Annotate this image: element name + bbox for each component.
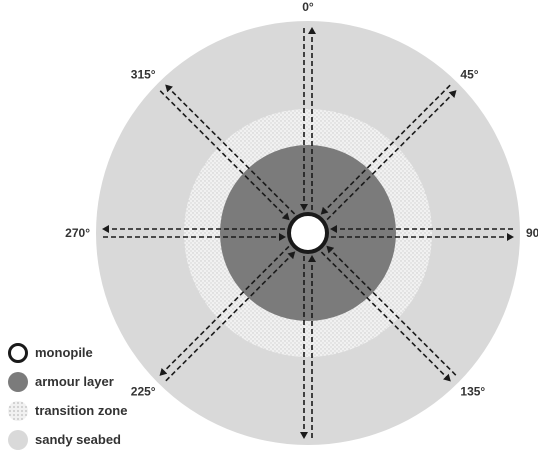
- legend-label-transition-zone: transition zone: [35, 403, 128, 418]
- arrow-pair-270: [102, 225, 286, 241]
- direction-label-135: 135°: [460, 384, 485, 398]
- outward-arrow: [326, 90, 457, 221]
- outward-arrow: [165, 84, 296, 215]
- direction-label-225: 225°: [131, 384, 156, 398]
- arrow-pair-180: [300, 255, 316, 439]
- outward-arrow: [320, 251, 451, 382]
- direction-label-45: 45°: [460, 68, 478, 82]
- direction-label-315: 315°: [131, 68, 156, 82]
- inward-arrow: [320, 84, 451, 215]
- sandy-seabed-swatch-icon: [8, 429, 28, 450]
- legend: monopile armour layer transition zone sa…: [8, 338, 127, 454]
- legend-label-sandy-seabed: sandy seabed: [35, 432, 121, 447]
- arrow-pair-45: [320, 84, 457, 221]
- legend-item-armour-layer: armour layer: [8, 367, 127, 396]
- monopile-swatch-icon: [8, 342, 28, 363]
- arrow-pair-135: [320, 245, 457, 382]
- transition-zone-swatch-icon: [8, 400, 28, 421]
- legend-item-sandy-seabed: sandy seabed: [8, 425, 127, 454]
- armour-layer-swatch-icon: [8, 371, 28, 392]
- arrow-pair-225: [159, 245, 296, 382]
- arrow-pair-0: [300, 27, 316, 211]
- arrow-pair-90: [330, 225, 514, 241]
- inward-arrow: [165, 251, 296, 382]
- monopile-circle: [287, 212, 329, 254]
- legend-item-transition-zone: transition zone: [8, 396, 127, 425]
- legend-label-armour-layer: armour layer: [35, 374, 114, 389]
- legend-label-monopile: monopile: [35, 345, 93, 360]
- inward-arrow: [326, 245, 457, 376]
- flow-arrows: [102, 27, 514, 439]
- direction-labels: 0°45°90°135°180°225°270°315°: [65, 0, 538, 398]
- arrow-pair-315: [159, 84, 296, 221]
- legend-item-monopile: monopile: [8, 338, 127, 367]
- direction-label-270: 270°: [65, 226, 90, 240]
- inward-arrow: [159, 90, 290, 221]
- outward-arrow: [159, 245, 290, 376]
- direction-label-90: 90°: [526, 226, 538, 240]
- direction-label-0: 0°: [302, 0, 314, 14]
